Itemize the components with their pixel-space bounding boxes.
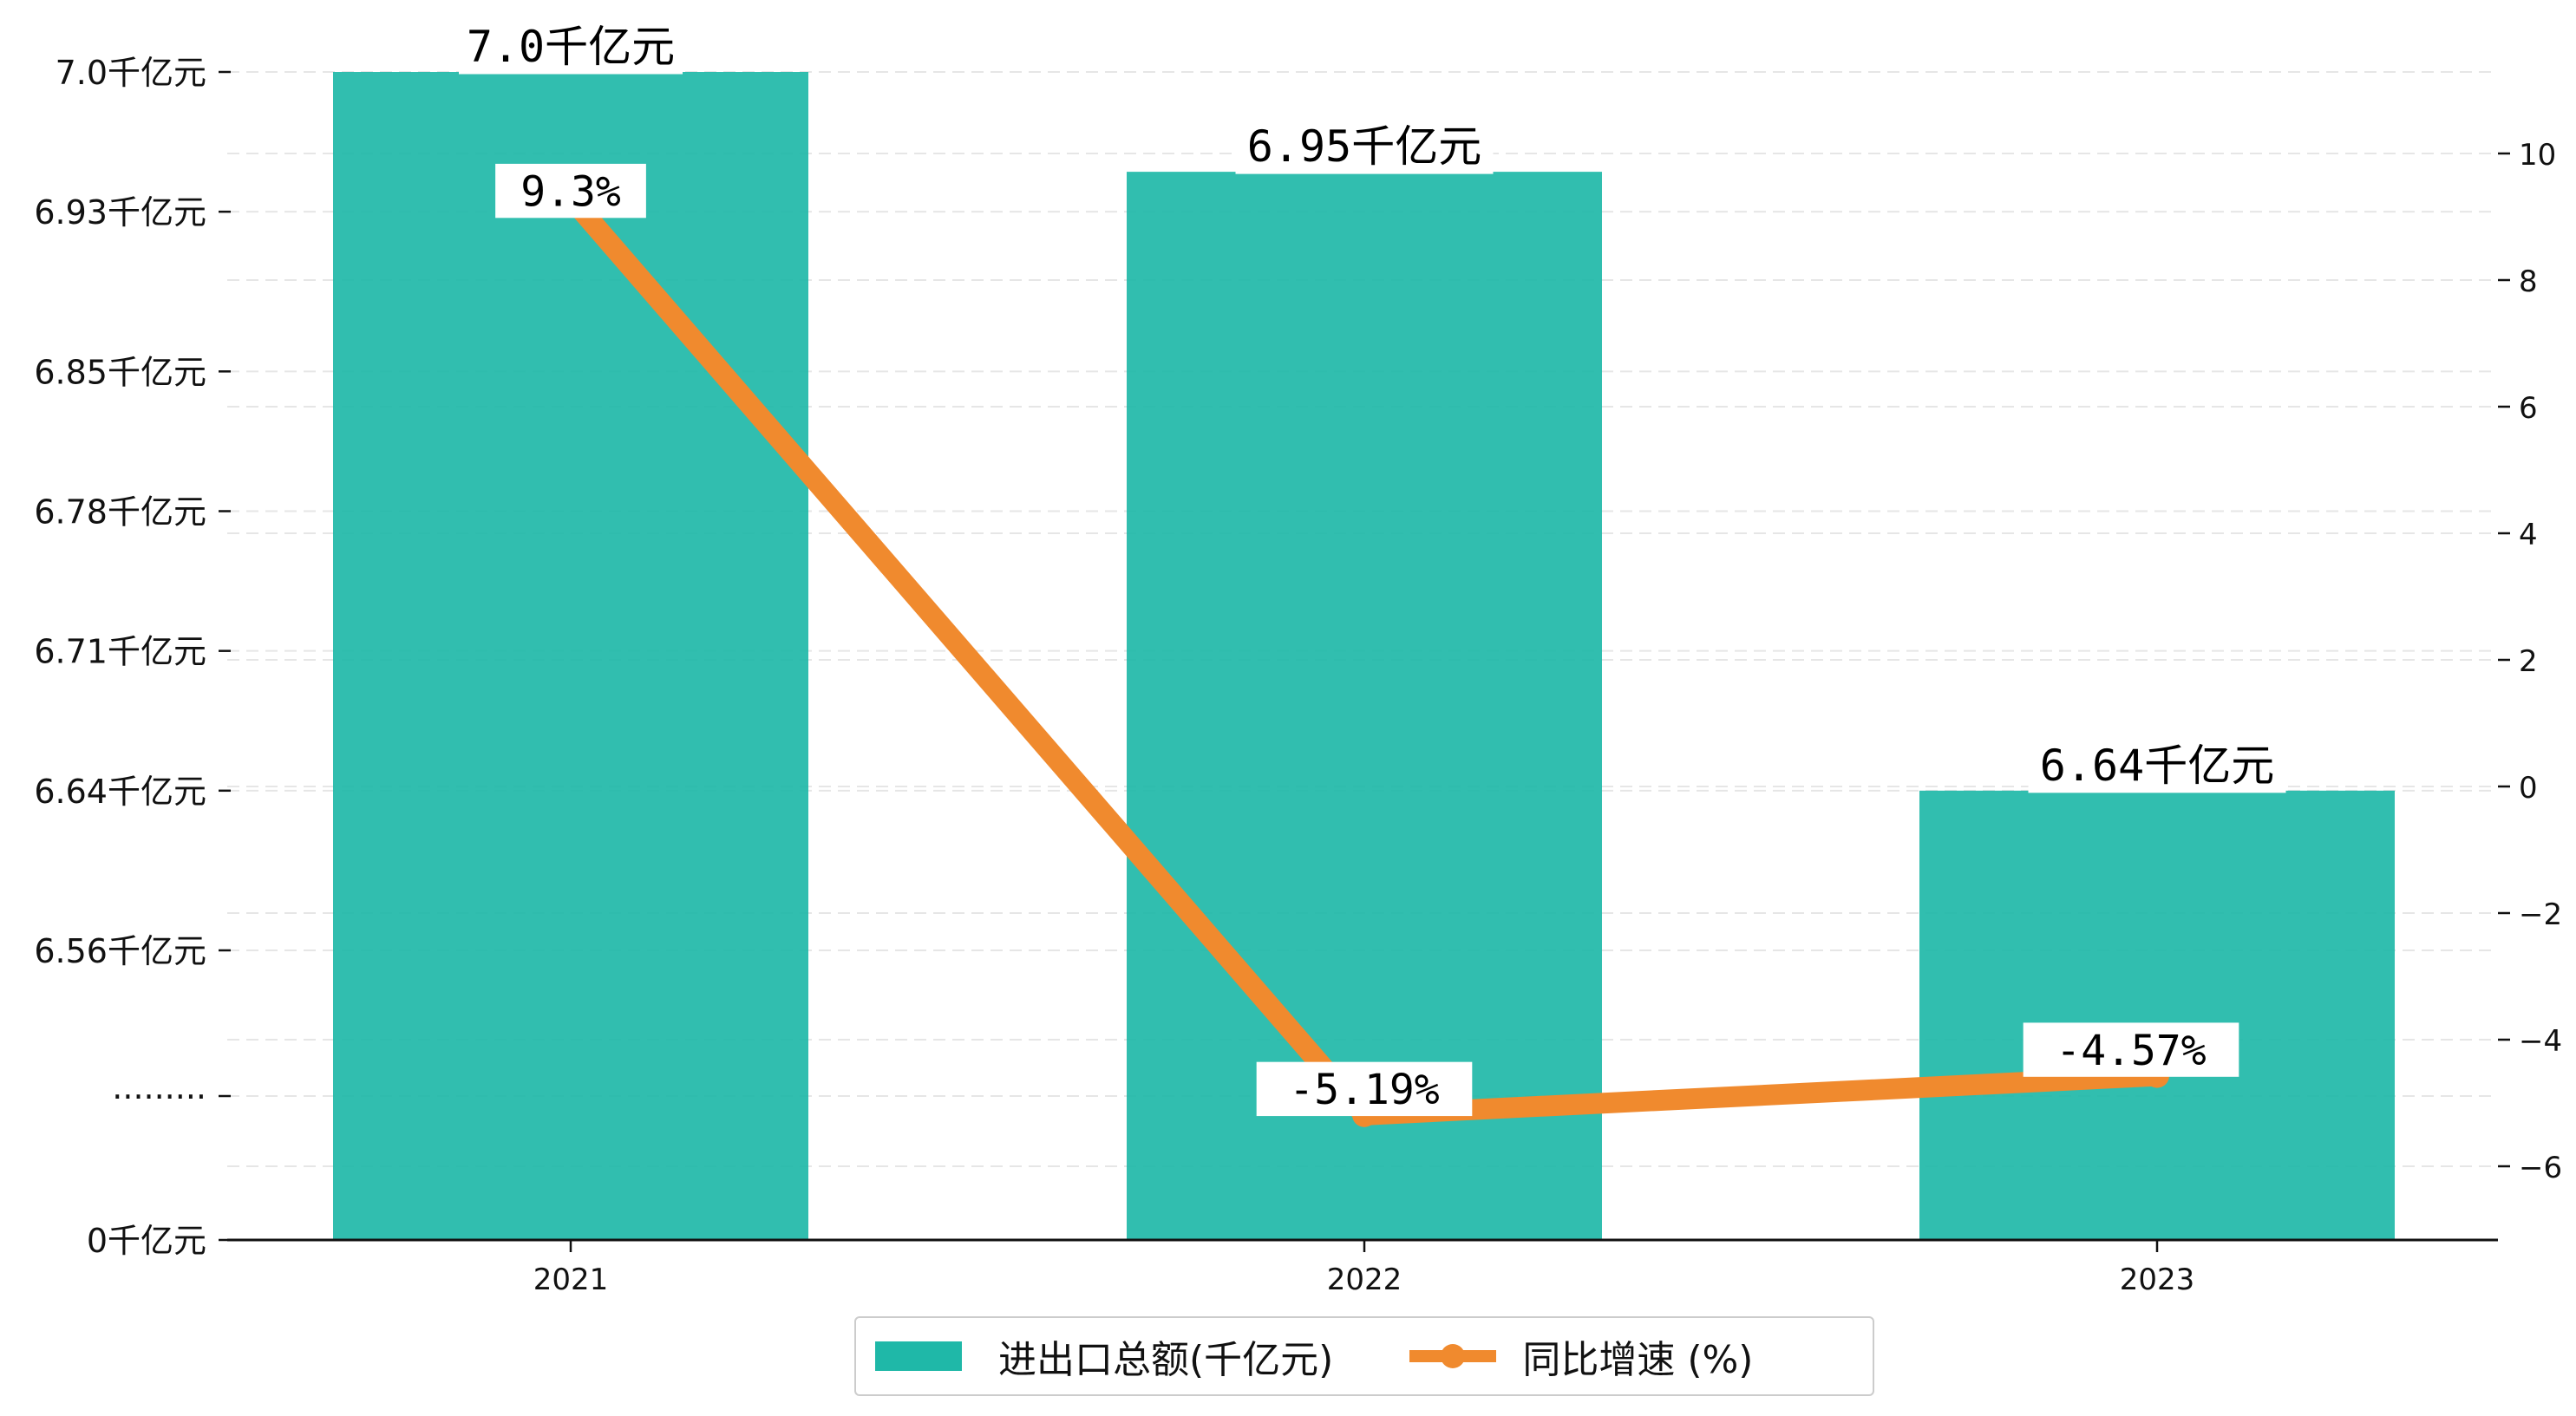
growth-value-label: 9.3%: [495, 163, 646, 219]
left-axis-tick-label: 6.56千亿元: [34, 932, 206, 970]
left-axis-tick-label: ·········: [112, 1078, 206, 1116]
left-axis-tick-label: 6.78千亿元: [34, 493, 206, 532]
data-label-text: -5.19%: [1289, 1066, 1439, 1114]
legend-item-total: 进出口总额(千亿元): [875, 1328, 1333, 1384]
data-label-box: [1256, 1061, 1473, 1117]
data-label-text: -4.57%: [2056, 1027, 2206, 1075]
legend-line-swatch: [1409, 1339, 1497, 1374]
left-axis-tick-label: 0千亿元: [87, 1222, 206, 1260]
right-axis-tick-label: 8: [2519, 264, 2538, 299]
data-label-box: [495, 163, 646, 219]
growth-value-label: -4.57%: [2023, 1022, 2239, 1077]
legend-label-growth: 同比增速 (%): [1522, 1338, 1754, 1382]
axes-group: 0千亿元 ········· 6.56千亿元 6.64千亿元 6.71千亿元 6.78千亿…: [34, 54, 2562, 1297]
data-label-text: 9.3%: [520, 167, 621, 216]
x-axis-tick-label: 2023: [2120, 1263, 2195, 1297]
left-axis-tick-label: 6.93千亿元: [34, 193, 206, 232]
right-axis-tick-label: −6: [2519, 1151, 2562, 1185]
x-axis-tick-label: 2022: [1327, 1263, 1402, 1297]
right-axis-tick-label: 10: [2519, 138, 2556, 173]
data-label-box: [2028, 736, 2286, 793]
x-axis-tick-label: 2021: [533, 1263, 609, 1297]
right-axis-tick-label: 6: [2519, 391, 2538, 426]
bar-value-label: 6.95千亿元: [1235, 117, 1494, 174]
data-label-box: [459, 17, 683, 75]
legend-item-growth: 同比增速 (%): [1409, 1328, 1753, 1384]
left-axis-tick-label: 6.85千亿元: [34, 353, 206, 391]
growth-value-label: -5.19%: [1256, 1061, 1473, 1117]
legend-label-total: 进出口总额(千亿元): [998, 1338, 1334, 1382]
left-axis-tick-label: 6.64千亿元: [34, 773, 206, 811]
left-axis-tick-label: 6.71千亿元: [34, 633, 206, 671]
left-axis-tick-label: 7.0千亿元: [56, 54, 206, 92]
data-label-box: [1235, 117, 1494, 174]
data-label-box: [2023, 1022, 2239, 1077]
bar-value-label: 7.0千亿元: [459, 17, 683, 75]
legend-bar-swatch: [875, 1341, 962, 1371]
bar-value-label: 6.64千亿元: [2028, 736, 2286, 793]
bar-2021: [333, 72, 808, 1240]
right-axis-tick-label: 4: [2519, 518, 2538, 552]
right-axis-tick-label: 2: [2519, 644, 2538, 679]
data-label-text: 6.95千亿元: [1247, 121, 1481, 172]
data-label-text: 6.64千亿元: [2040, 741, 2274, 791]
right-axis-tick-label: −4: [2519, 1024, 2562, 1059]
right-axis-tick-label: −2: [2519, 897, 2562, 932]
data-labels-group: 7.0千亿元 6.95千亿元 6.64千亿元 9.3% -5.19% -4.57%: [459, 17, 2286, 1117]
bars-group: [333, 72, 2395, 1240]
data-label-text: 7.0千亿元: [467, 22, 675, 72]
bar-2023: [1919, 790, 2395, 1240]
right-axis-tick-label: 0: [2519, 771, 2538, 806]
legend: 进出口总额(千亿元) 同比增速 (%): [854, 1316, 1874, 1396]
